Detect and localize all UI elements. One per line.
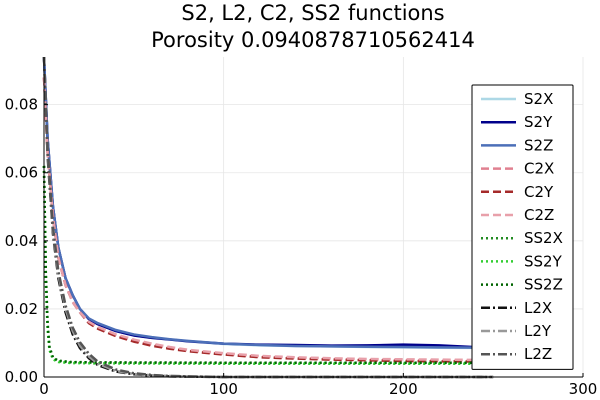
legend-label-l2y: L2Y	[524, 322, 552, 340]
series-line-c2x	[42, 77, 494, 363]
chart-subtitle: Porosity 0.0940878710562414	[151, 28, 475, 52]
series-line-ss2y	[42, 165, 494, 365]
axes	[43, 57, 584, 378]
y-tick-label: 0.08	[5, 96, 38, 114]
legend-label-c2z: C2Z	[524, 206, 554, 224]
tick-labels: 0 100 200 300 0.00 0.02 0.04 0.06 0.08	[5, 96, 598, 398]
series-line-c2y	[42, 77, 494, 363]
x-tick-label: 300	[569, 380, 598, 398]
chart-title: S2, L2, C2, SS2 functions	[181, 1, 444, 25]
series-line-s2x	[42, 56, 494, 350]
legend-label-c2x: C2X	[524, 160, 554, 178]
y-tick-label: 0.04	[5, 232, 38, 250]
legend: S2X S2Y S2Z C2X C2Y C2Z SS2X SS2Y SS2Z L2X L2Y L2Z	[471, 84, 574, 370]
series-line-s2z	[42, 56, 494, 349]
legend-label-ss2x: SS2X	[524, 229, 563, 247]
legend-label-s2z: S2Z	[524, 136, 553, 154]
series-lines	[42, 56, 494, 379]
series-line-s2y	[42, 56, 494, 350]
y-tick-label: 0.00	[5, 368, 38, 386]
x-tick-label: 100	[209, 380, 238, 398]
y-tick-label: 0.06	[5, 164, 38, 182]
y-tick-label: 0.02	[5, 300, 38, 318]
legend-label-l2z: L2Z	[524, 345, 552, 363]
x-tick-label: 0	[39, 380, 49, 398]
legend-label-s2x: S2X	[524, 90, 553, 108]
legend-label-ss2z: SS2Z	[524, 276, 563, 294]
legend-label-l2x: L2X	[524, 299, 552, 317]
legend-label-c2y: C2Y	[524, 183, 554, 201]
legend-label-s2y: S2Y	[524, 113, 553, 131]
series-line-l2z	[42, 56, 494, 379]
legend-box	[471, 84, 574, 370]
series-line-c2z	[42, 77, 494, 362]
legend-label-ss2y: SS2Y	[524, 252, 563, 270]
x-tick-label: 200	[389, 380, 418, 398]
